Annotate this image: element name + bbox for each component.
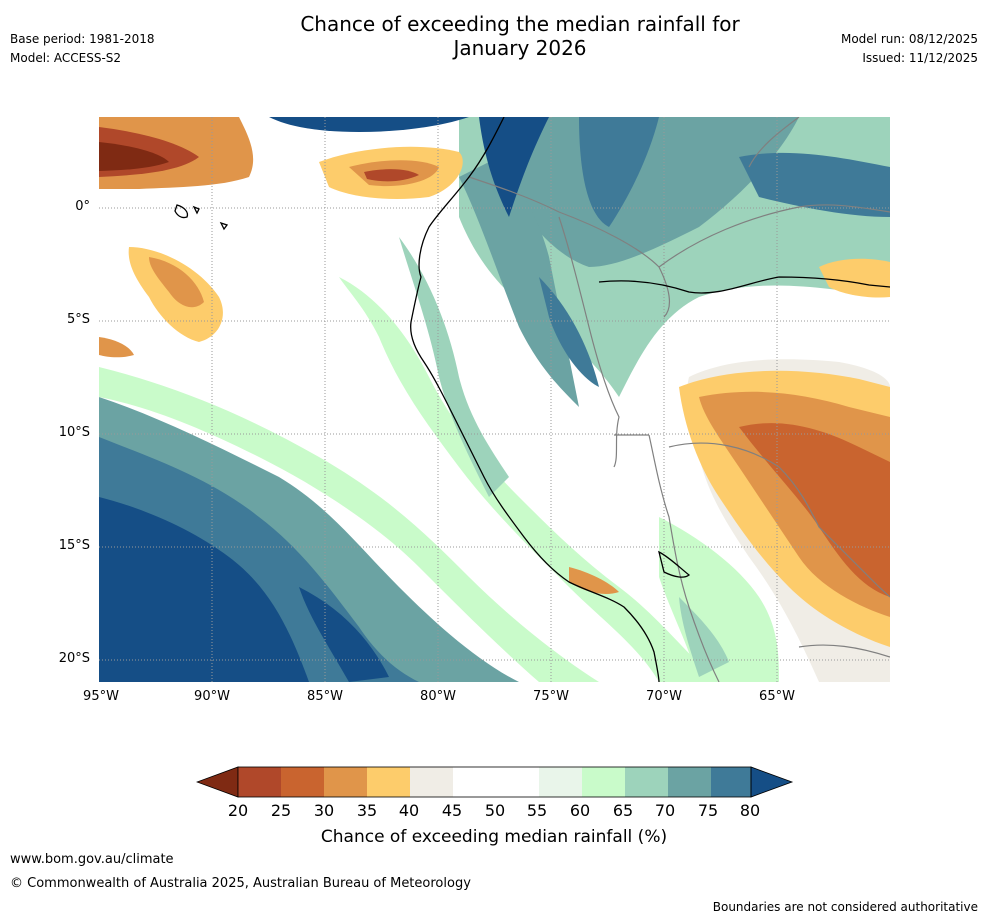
lake-titicaca xyxy=(658,550,691,578)
region-coastal-seagreen xyxy=(399,237,509,497)
region-andes-teal xyxy=(459,157,579,407)
region-se-seagreen xyxy=(679,597,729,677)
border-peru-north xyxy=(558,216,620,468)
colorbar-tick: 45 xyxy=(441,801,463,820)
lon-label-75w: 75°W xyxy=(533,689,569,704)
colorbar-tick: 50 xyxy=(484,801,506,820)
colorbar-bin xyxy=(625,767,668,797)
graticule xyxy=(99,117,890,682)
region-darkblue-sw2 xyxy=(299,587,389,682)
copyright-text: © Commonwealth of Australia 2025, Austra… xyxy=(10,876,471,891)
colorbar-bin xyxy=(539,767,582,797)
region-top-darkblue xyxy=(269,117,469,132)
website-link[interactable]: www.bom.gov.au/climate xyxy=(10,852,174,867)
title-line-2: January 2026 xyxy=(453,36,587,60)
region-galapagos-orange xyxy=(149,257,204,308)
colorbar-bin xyxy=(367,767,410,797)
border-venezuela xyxy=(748,117,800,168)
colorbar-tick: 80 xyxy=(739,801,761,820)
colorbar-bin xyxy=(238,767,281,797)
model-run-text: Model run: 08/12/2025 xyxy=(840,32,978,46)
region-equatorial-brown xyxy=(364,169,419,182)
region-andes-blue xyxy=(539,277,599,387)
border-bolivia-brazil xyxy=(668,442,890,598)
lat-label-5s: 5°S xyxy=(66,312,90,327)
colorbar-tick: 30 xyxy=(313,801,335,820)
region-north-darkblue xyxy=(479,117,549,217)
region-west-orange xyxy=(99,337,134,358)
colorbar-tick: 75 xyxy=(697,801,719,820)
colorbar-tick: 55 xyxy=(526,801,548,820)
lat-label-20s: 20°S xyxy=(58,651,90,666)
colorbar-bin xyxy=(324,767,367,797)
coastline-pacific xyxy=(410,117,660,682)
colorbar-bin xyxy=(453,767,496,797)
galapagos-island-1 xyxy=(174,204,189,219)
lon-label-70w: 70°W xyxy=(646,689,682,704)
colorbar-tick: 70 xyxy=(654,801,676,820)
colorbar-tick: 60 xyxy=(569,801,591,820)
colorbar-bin xyxy=(281,767,324,797)
region-amazon-teal xyxy=(499,117,799,267)
issued-text: Issued: 11/12/2025 xyxy=(862,51,978,65)
colorbar-label: Chance of exceeding median rainfall (%) xyxy=(320,827,668,847)
colorbar-bin xyxy=(711,767,751,797)
galapagos-island-2 xyxy=(192,205,200,215)
rainfall-map xyxy=(99,117,890,682)
lon-label-85w: 85°W xyxy=(307,689,343,704)
model-text: Model: ACCESS-S2 xyxy=(10,51,122,65)
coastline-amazon xyxy=(598,276,890,294)
colorbar-under-arrow xyxy=(196,766,239,798)
colorbar-frame xyxy=(237,766,752,798)
region-ne-yellow xyxy=(819,258,890,298)
galapagos-island-3 xyxy=(219,221,229,231)
colorbar-bin xyxy=(410,767,453,797)
border-colombia-venezuela xyxy=(658,204,890,268)
lat-label-10s: 10°S xyxy=(58,425,90,440)
region-coastal-green xyxy=(339,277,719,682)
region-east-rust xyxy=(739,423,890,597)
map-title: Chance of exceeding the median rainfall … xyxy=(0,12,988,60)
lat-label-15s: 15°S xyxy=(58,538,90,553)
colorbar-over-arrow xyxy=(750,766,794,798)
region-darkblue-sw xyxy=(99,497,309,682)
colorbar xyxy=(196,766,794,798)
colorbar-tick: 35 xyxy=(356,801,378,820)
colorbar-tick: 65 xyxy=(612,801,634,820)
border-bolivia-paraguay xyxy=(798,644,890,658)
region-nw-darkbrown xyxy=(99,142,169,171)
lon-label-90w: 90°W xyxy=(194,689,230,704)
colorbar-bin xyxy=(496,767,539,797)
lat-label-0: 0° xyxy=(75,199,90,214)
region-lightgreen-band xyxy=(99,367,599,682)
title-line-1: Chance of exceeding the median rainfall … xyxy=(300,12,740,36)
coastlines xyxy=(174,117,890,682)
colorbar-tick: 25 xyxy=(270,801,292,820)
colorbar-tick: 40 xyxy=(398,801,420,820)
colorbar-bin xyxy=(668,767,711,797)
border-colombia-ecuador xyxy=(468,176,671,318)
region-north-blue xyxy=(579,117,659,227)
base-period-text: Base period: 1981-2018 xyxy=(10,32,155,46)
lon-label-80w: 80°W xyxy=(420,689,456,704)
colorbar-tick: 20 xyxy=(227,801,249,820)
colorbar-bin xyxy=(582,767,625,797)
lon-label-95w: 95°W xyxy=(83,689,119,704)
lon-label-65w: 65°W xyxy=(759,689,795,704)
country-borders xyxy=(468,117,890,682)
border-peru-bolivia xyxy=(648,434,720,682)
disclaimer-text: Boundaries are not considered authoritat… xyxy=(712,900,978,914)
